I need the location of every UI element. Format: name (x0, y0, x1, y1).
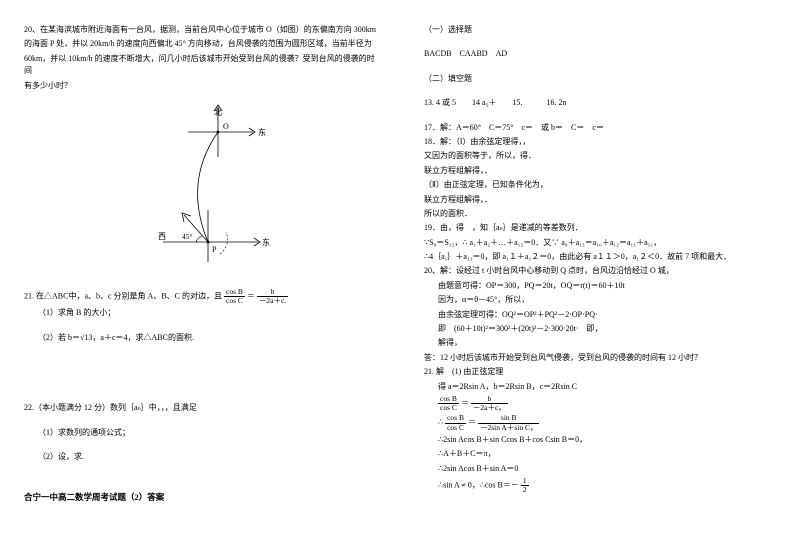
label-east2: 东 (262, 237, 270, 247)
ans-q21-l5: ∴2sin Acos B＋sin Ccos B＋cos Csin B＝0， (424, 434, 782, 446)
choice-answers: BACDB CAABD AD (424, 48, 782, 60)
answer-title: 合宁一中高二数学周考试题（2）答案 (24, 491, 382, 503)
q21-eq: ＝ (247, 292, 255, 301)
q21-text: 21. 在△ABC中，a、b、c 分别是角 A、B、C 的对边，且 (24, 292, 222, 301)
ans-q20-l6: 解得， (424, 337, 782, 349)
ans-q20-l3: 因为，α＝θ－45°，所以， (424, 294, 782, 306)
label-angle: 45° (182, 232, 193, 241)
ans-q20-l2: 由题意可得：OP＝300，PQ＝20t，OQ＝r(t)＝60＋10t (424, 280, 782, 292)
q20-line3: 60km，并以 10km/h 的速度不断增大，问几小时后该城市开始受到台风的侵袭… (24, 53, 382, 78)
q21-fracA: cos B cos C (224, 288, 245, 306)
q20-line4: 有多少小时？ (24, 80, 382, 92)
q21-line1: 21. 在△ABC中，a、b、c 分别是角 A、B、C 的对边，且 cos B … (24, 288, 382, 306)
q22-sub1: （1）求数列的通项公式； (24, 427, 382, 439)
ans-q19-l2: ∵S₉＝S₁₂，∴ a₁＋a₂＋…＋a₁₂＝0．又∵ a₉＋a₁₃＝a₁₀＋a₁… (424, 237, 782, 249)
ans-q20-l4: 由余弦定理可得：OQ²＝OP²＋PQ²－2·OP·PQ· (424, 309, 782, 321)
q22-line1: 22.（本小题满分 12 分）数列｛aₙ｝中，，，且满足 (24, 402, 382, 414)
frac-b-1: b －2a＋c， (471, 395, 508, 413)
label-west: 西 (158, 232, 166, 241)
label-east1: 东 (258, 127, 266, 137)
q20-line2: 的海面 P 处，并以 20km/h 的速度向西偏北 45° 方向移动，台风侵袭的… (24, 38, 382, 50)
ans-q20-final: 答：12 小时后该城市开始受到台风气侵袭，受到台风的侵袭的时间有 12 小时？ (424, 352, 782, 364)
section-fill: （二）填空题 (424, 73, 782, 85)
ans-q21-l6: ∴A＋B＋C＝π， (424, 448, 782, 460)
ans-q21-l8: ∴sin A ≠ 0，∴cos B＝－ 1 2 (424, 477, 782, 495)
ans-q21-frac-line2: ∴ cos B cos C ＝ sin B －2sin A＋sin C， (424, 414, 782, 432)
q22-sub2: （2）设，求. (24, 451, 382, 463)
ans-q18-l2: 又因为的面积等于，所以，得． (424, 150, 782, 162)
ans-q18-l5: 联立方程组解得，． (424, 194, 782, 206)
q20-line1: 20、在某海滨城市附近海面有一台风，据测，当前台风中心位于城市 O（如图）的东偏… (24, 24, 382, 36)
frac-sinb: sin B －2sin A＋sin C， (478, 414, 540, 432)
eq-sym: ＝ (461, 399, 469, 408)
ans-q19-l1: 19．由，得 ，知｛aₙ｝是递减的等差数列． (424, 222, 782, 234)
ans-q18-l6: 所以的面积． (424, 208, 782, 220)
ans-q19-l3: ∴4｛a₁｝＋a₁₁＝0，即 a₁１＋a₁２＝0，由此必有 a１１＞0，a₁２＜… (424, 251, 782, 263)
page-root: 20、在某海滨城市附近海面有一台风，据测，当前台风中心位于城市 O（如图）的东偏… (0, 0, 800, 554)
typhoon-diagram: O 北 东 P 西 东 (24, 102, 382, 272)
fill-answers: 13. 4 或 5 14 a₅＋ 15. 16. 2n (424, 97, 782, 109)
ans-q20-l1: 20、解：设经过 t 小时台风中心移动到 Q 点时，台风边沿恰经过 O 城， (424, 265, 782, 277)
section-choice: （一）选择题 (424, 24, 782, 36)
diagram-svg: O 北 东 P 西 东 (128, 102, 278, 272)
ans-q18-l1: 18．解：（Ⅰ）由余弦定理得，， (424, 136, 782, 148)
frac-cosb-2: cos B cos C (445, 414, 466, 432)
right-column: （一）选择题 BACDB CAABD AD （二）填空题 13. 4 或 5 1… (400, 0, 800, 554)
frac-cosb-1: cos B cos C (438, 395, 459, 413)
ans-q21-l8a: ∴sin A ≠ 0，∴cos B＝－ (438, 481, 519, 490)
q21-sub1: （1）求角 B 的大小； (24, 307, 382, 319)
ans-q18-l4: （Ⅱ）由正弦定理，已知条件化为， (424, 179, 782, 191)
ans-q21-frac-line: cos B cos C ＝ b －2a＋c， (424, 395, 782, 413)
label-P: P (212, 245, 217, 254)
q21-fracB: b －2a＋c. (257, 288, 288, 306)
ans-q21-l2: 得 a＝2Rsin A，b＝2Rsin B，c＝2Rsin C (424, 381, 782, 393)
ans-q21-l7: ∴2sin Acos B＋sin A＝0 (424, 463, 782, 475)
frac-half: 1 2 (521, 477, 529, 495)
ans-q17: 17．解：A＝60° C＝75° c＝ 或 b＝ C＝ c＝ (424, 122, 782, 134)
ans-q21-l1: 21. 解 (1) 由正弦定理 (424, 366, 782, 378)
ans-q20-l5: 即 (60＋10t)²＝300²＋(20t)²－2·300·20t· 即， (424, 323, 782, 335)
ans-q18-l3: 联立方程组解得，． (424, 165, 782, 177)
q21-sub2: （2）若 b＝√13，a＋c＝4，求△ABC的面积. (24, 332, 382, 344)
label-north: 北 (214, 108, 222, 117)
label-O: O (223, 122, 229, 131)
left-column: 20、在某海滨城市附近海面有一台风，据测，当前台风中心位于城市 O（如图）的东偏… (0, 0, 400, 554)
